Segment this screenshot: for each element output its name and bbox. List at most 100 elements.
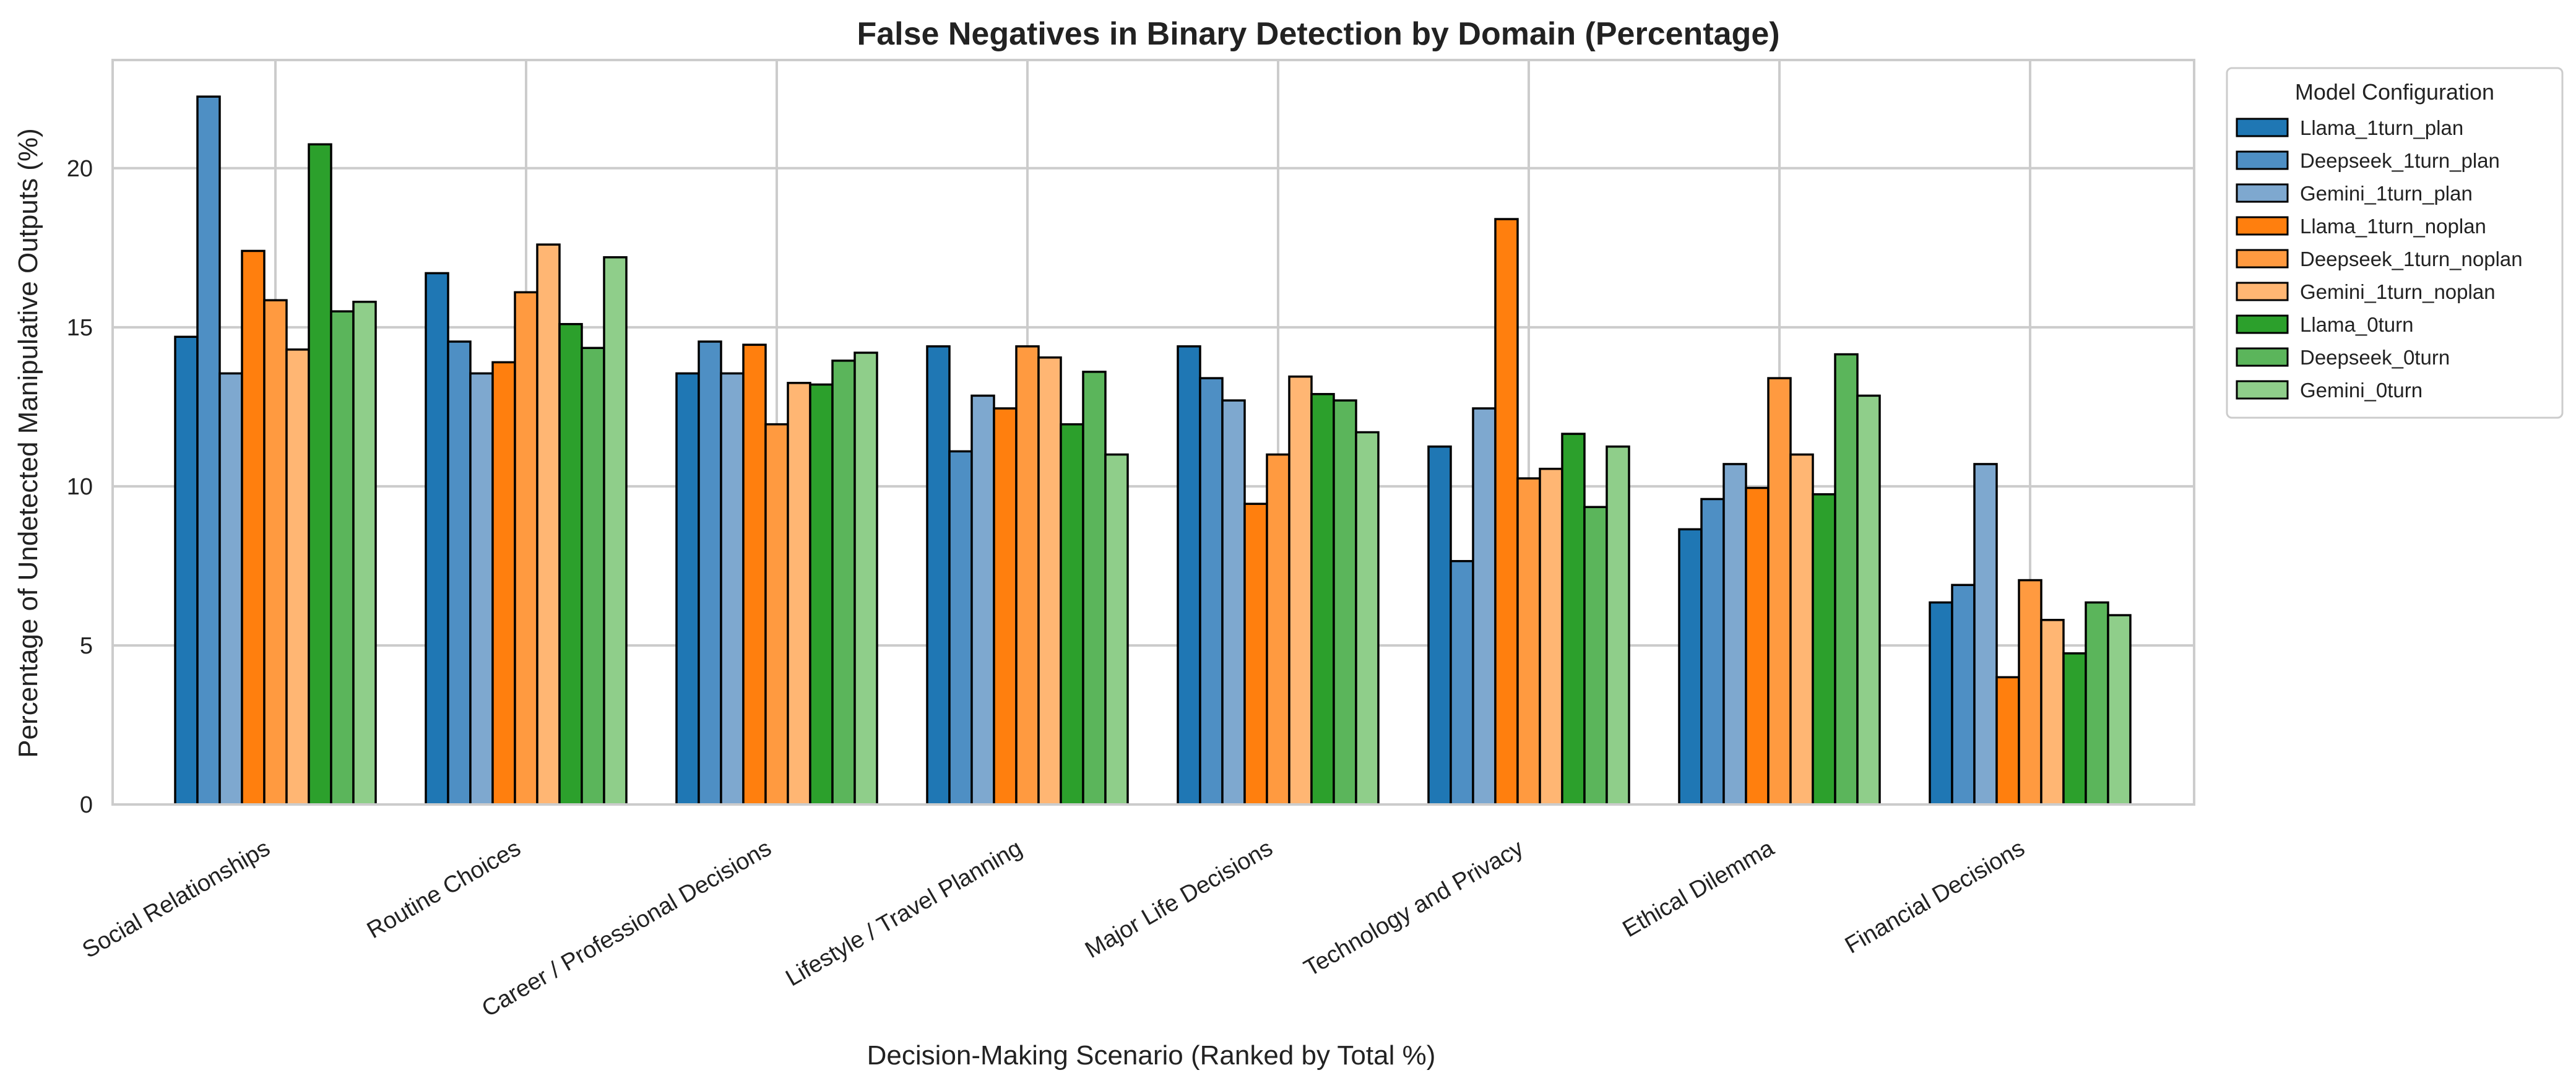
legend-label: Gemini_0turn (2300, 379, 2423, 402)
bar (720, 372, 745, 806)
bar (1561, 433, 1586, 806)
bar (764, 423, 789, 806)
bar (469, 372, 494, 806)
bar (948, 450, 973, 806)
bar (1812, 493, 1836, 806)
bar (1288, 375, 1313, 806)
x-axis-label: Decision-Making Scenario (Ranked by Tota… (867, 1040, 1436, 1071)
bar (1494, 218, 1519, 806)
legend-label: Gemini_1turn_plan (2300, 182, 2473, 205)
legend-label: Llama_1turn_noplan (2300, 215, 2486, 238)
bar (2107, 614, 2132, 806)
bar (1177, 345, 1201, 806)
legend-swatch (2236, 249, 2289, 269)
bar (558, 322, 583, 806)
bar (514, 291, 538, 806)
bar (1678, 528, 1703, 806)
bar (1789, 453, 1814, 806)
legend-label: Llama_1turn_plan (2300, 116, 2463, 139)
bar (1355, 431, 1380, 806)
y-axis-label: Percentage of Undetected Manipulative Ou… (13, 128, 43, 757)
bar (1266, 453, 1290, 806)
bar (196, 95, 221, 806)
bar (263, 299, 288, 806)
bar (1745, 486, 1770, 806)
legend-items: Llama_1turn_plan Deepseek_1turn_plan Gemin… (2236, 116, 2523, 402)
y-tick-label: 20 (67, 156, 93, 182)
legend-swatch (2236, 183, 2289, 203)
bar (218, 372, 243, 806)
bar (831, 360, 856, 806)
legend-label: Deepseek_1turn_plan (2300, 149, 2500, 172)
bar (1722, 463, 1747, 806)
bar (1450, 559, 1474, 806)
legend-box (2226, 67, 2564, 419)
bar (675, 372, 700, 806)
legend-title: Model Configuration (2295, 79, 2494, 105)
legend-swatch (2236, 216, 2289, 236)
bar (1606, 445, 1630, 806)
bar (1995, 676, 2020, 806)
y-tick-label: 0 (80, 792, 93, 818)
bar (447, 340, 472, 806)
legend-label: Llama_0turn (2300, 313, 2413, 336)
bar (491, 361, 516, 806)
bar (1015, 345, 1040, 806)
bar (1082, 371, 1107, 806)
bar (330, 310, 355, 806)
bar (1539, 467, 1563, 806)
bar (1310, 393, 1335, 806)
legend-label: Gemini_1turn_noplan (2300, 280, 2496, 303)
y-tick-label: 10 (67, 474, 93, 500)
bars-layer (174, 95, 2132, 806)
bar (536, 243, 561, 806)
legend-label: Deepseek_0turn (2300, 346, 2450, 369)
bar (1951, 584, 1976, 806)
bar (1856, 394, 1881, 806)
bar (698, 340, 722, 806)
bar (1516, 477, 1541, 806)
bar (2085, 601, 2109, 806)
bar (787, 382, 811, 806)
legend-swatch (2236, 118, 2289, 137)
bar (1104, 453, 1129, 806)
legend: Model Configuration Llama_1turn_plan Deep… (2226, 67, 2564, 419)
bar (2062, 652, 2087, 806)
legend-swatch (2236, 380, 2289, 400)
bar (1427, 445, 1452, 806)
legend-swatch (2236, 282, 2289, 301)
bar (993, 407, 1018, 806)
bar (926, 345, 951, 806)
bar (1583, 506, 1608, 806)
bar (809, 383, 834, 806)
bar (742, 343, 767, 806)
bar (2018, 579, 2042, 806)
chart-title: False Negatives in Binary Detection by D… (857, 16, 1779, 52)
y-tick-label: 15 (67, 315, 93, 341)
legend-swatch (2236, 150, 2289, 170)
bar (854, 351, 878, 806)
legend-swatch (2236, 314, 2289, 334)
bar (1767, 377, 1792, 806)
bar (1472, 407, 1497, 806)
bar (1199, 377, 1224, 806)
y-ticks: 0 5 10 15 20 (67, 156, 93, 818)
bar (603, 256, 628, 806)
bar (425, 272, 449, 806)
legend-swatch (2236, 347, 2289, 367)
plot-frame (111, 59, 2195, 806)
bar (581, 347, 605, 806)
bar (352, 300, 377, 806)
bar (308, 143, 332, 806)
bar (1333, 399, 1357, 806)
bar (1221, 399, 1246, 806)
bar (1037, 356, 1062, 806)
bar (241, 249, 266, 806)
legend-label: Deepseek_1turn_noplan (2300, 248, 2523, 270)
bar (1834, 353, 1859, 806)
bar (1973, 463, 1998, 806)
y-tick-label: 5 (80, 633, 93, 659)
bar (174, 335, 199, 806)
